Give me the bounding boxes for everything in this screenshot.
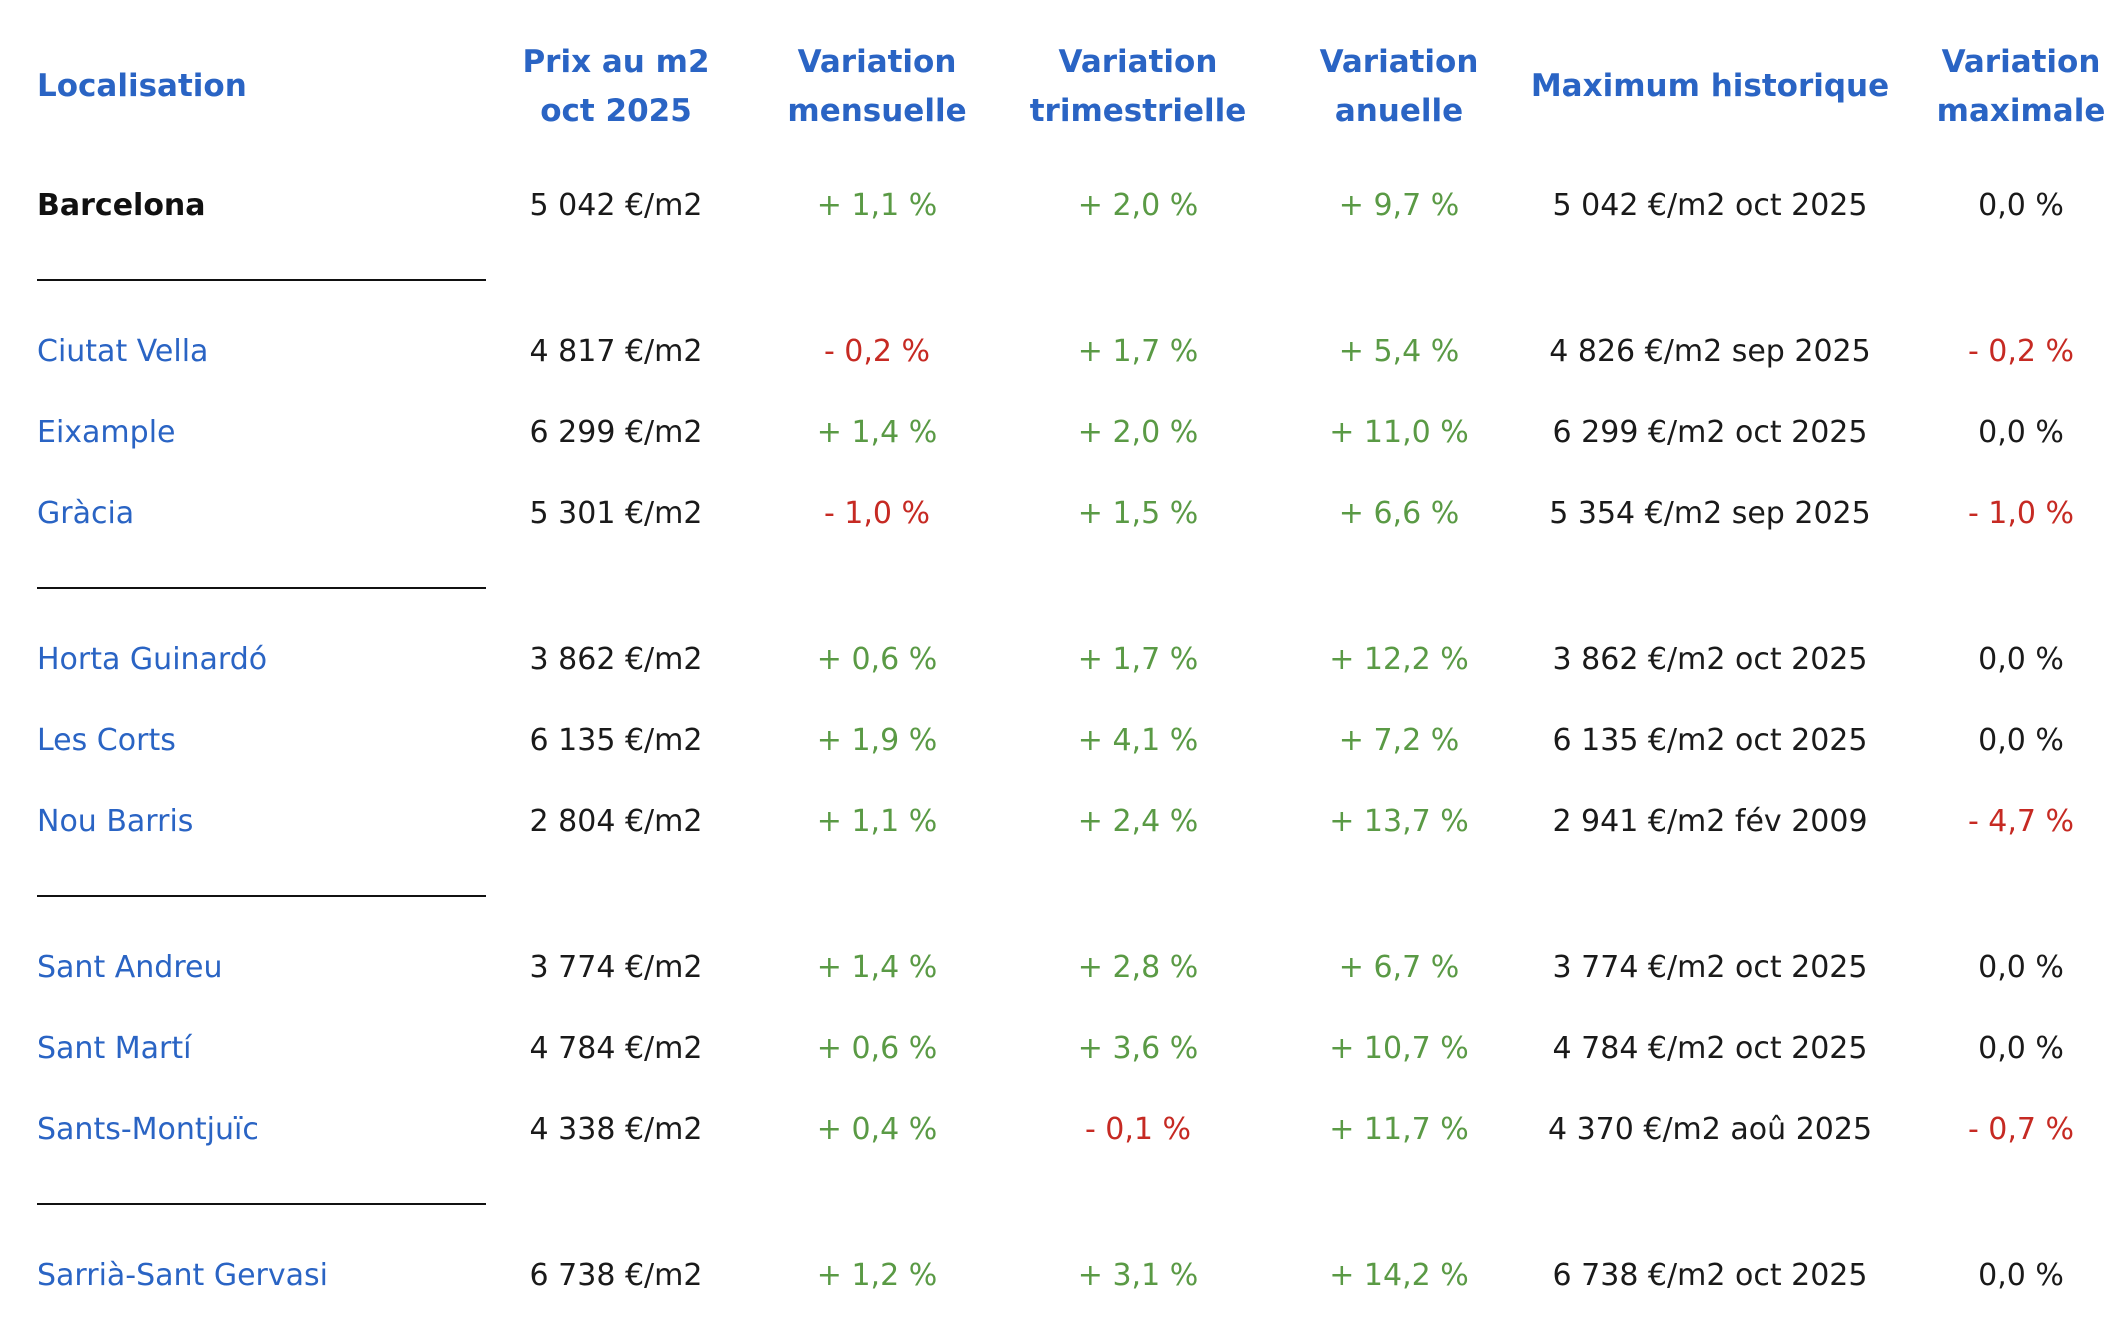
header-price: Prix au m2 oct 2025	[522, 44, 710, 129]
annual-variation-cell: + 12,2 %	[1329, 642, 1469, 677]
price-cell: 5 042 €/m2	[529, 188, 703, 223]
quarterly-variation-cell: + 1,7 %	[1077, 642, 1199, 677]
group-divider	[37, 1203, 486, 1205]
price-cell: 5 301 €/m2	[529, 496, 703, 531]
group-divider	[37, 587, 486, 589]
monthly-variation-cell: - 0,2 %	[823, 334, 931, 369]
monthly-variation-cell: + 1,4 %	[816, 950, 938, 985]
location-link[interactable]: Sant Martí	[37, 1031, 192, 1066]
max-variation-cell: 0,0 %	[1978, 950, 2064, 985]
max-historical-cell: 3 774 €/m2 oct 2025	[1552, 950, 1868, 985]
max-historical-cell: 4 370 €/m2 aoû 2025	[1547, 1112, 1873, 1147]
price-cell: 4 338 €/m2	[529, 1112, 703, 1147]
monthly-variation-cell: + 1,4 %	[816, 415, 938, 450]
price-cell: 4 817 €/m2	[529, 334, 703, 369]
max-historical-cell: 4 784 €/m2 oct 2025	[1552, 1031, 1868, 1066]
header-monthly-variation: Variation mensuelle	[787, 44, 967, 129]
location-link[interactable]: Les Corts	[37, 723, 176, 758]
quarterly-variation-cell: + 2,4 %	[1077, 804, 1199, 839]
location-link[interactable]: Horta Guinardó	[37, 642, 268, 677]
max-variation-cell: - 0,2 %	[1967, 334, 2075, 369]
monthly-variation-cell: + 1,1 %	[816, 804, 938, 839]
annual-variation-cell: + 10,7 %	[1329, 1031, 1469, 1066]
monthly-variation-cell: + 0,6 %	[816, 642, 938, 677]
max-variation-cell: - 4,7 %	[1967, 804, 2075, 839]
location-link[interactable]: Sants-Montjuïc	[37, 1112, 259, 1147]
monthly-variation-cell: + 0,6 %	[816, 1031, 938, 1066]
annual-variation-cell: + 11,7 %	[1329, 1112, 1469, 1147]
header-max-variation: Variation maximale	[1936, 44, 2106, 129]
header-max-historical: Maximum historique	[1530, 68, 1890, 104]
location-link[interactable]: Nou Barris	[37, 804, 194, 839]
annual-variation-cell: + 6,6 %	[1338, 496, 1460, 531]
group-divider	[37, 279, 486, 281]
max-variation-cell: 0,0 %	[1978, 1258, 2064, 1293]
monthly-variation-cell: + 1,1 %	[816, 188, 938, 223]
monthly-variation-cell: - 1,0 %	[823, 496, 931, 531]
quarterly-variation-cell: + 2,0 %	[1077, 415, 1199, 450]
quarterly-variation-cell: - 0,1 %	[1084, 1112, 1192, 1147]
location-link[interactable]: Gràcia	[37, 496, 135, 531]
header-location: Localisation	[37, 68, 247, 104]
max-historical-cell: 2 941 €/m2 fév 2009	[1552, 804, 1868, 839]
quarterly-variation-cell: + 2,0 %	[1077, 188, 1199, 223]
max-variation-cell: 0,0 %	[1978, 642, 2064, 677]
quarterly-variation-cell: + 1,7 %	[1077, 334, 1199, 369]
price-cell: 6 738 €/m2	[529, 1258, 703, 1293]
monthly-variation-cell: + 0,4 %	[816, 1112, 938, 1147]
price-cell: 4 784 €/m2	[529, 1031, 703, 1066]
price-cell: 3 774 €/m2	[529, 950, 703, 985]
max-variation-cell: - 0,7 %	[1967, 1112, 2075, 1147]
max-variation-cell: 0,0 %	[1978, 188, 2064, 223]
price-cell: 2 804 €/m2	[529, 804, 703, 839]
max-variation-cell: 0,0 %	[1978, 723, 2064, 758]
location-label: Barcelona	[37, 188, 206, 223]
max-historical-cell: 6 135 €/m2 oct 2025	[1552, 723, 1868, 758]
annual-variation-cell: + 5,4 %	[1338, 334, 1460, 369]
price-cell: 6 299 €/m2	[529, 415, 703, 450]
max-variation-cell: 0,0 %	[1978, 1031, 2064, 1066]
max-variation-cell: 0,0 %	[1978, 415, 2064, 450]
header-annual-variation: Variation anuelle	[1319, 44, 1479, 129]
max-historical-cell: 6 738 €/m2 oct 2025	[1552, 1258, 1868, 1293]
monthly-variation-cell: + 1,9 %	[816, 723, 938, 758]
location-link[interactable]: Sant Andreu	[37, 950, 223, 985]
max-historical-cell: 5 042 €/m2 oct 2025	[1552, 188, 1868, 223]
max-historical-cell: 5 354 €/m2 sep 2025	[1549, 496, 1871, 531]
location-link[interactable]: Eixample	[37, 415, 176, 450]
monthly-variation-cell: + 1,2 %	[816, 1258, 938, 1293]
quarterly-variation-cell: + 3,1 %	[1077, 1258, 1199, 1293]
max-historical-cell: 3 862 €/m2 oct 2025	[1552, 642, 1868, 677]
annual-variation-cell: + 6,7 %	[1338, 950, 1460, 985]
annual-variation-cell: + 11,0 %	[1329, 415, 1469, 450]
price-cell: 6 135 €/m2	[529, 723, 703, 758]
location-link[interactable]: Sarrià-Sant Gervasi	[37, 1258, 328, 1293]
annual-variation-cell: + 7,2 %	[1338, 723, 1460, 758]
annual-variation-cell: + 13,7 %	[1329, 804, 1469, 839]
quarterly-variation-cell: + 1,5 %	[1077, 496, 1199, 531]
quarterly-variation-cell: + 3,6 %	[1077, 1031, 1199, 1066]
max-historical-cell: 6 299 €/m2 oct 2025	[1552, 415, 1868, 450]
annual-variation-cell: + 9,7 %	[1338, 188, 1460, 223]
quarterly-variation-cell: + 2,8 %	[1077, 950, 1199, 985]
annual-variation-cell: + 14,2 %	[1329, 1258, 1469, 1293]
header-quarterly-variation: Variation trimestrielle	[1029, 44, 1247, 129]
quarterly-variation-cell: + 4,1 %	[1077, 723, 1199, 758]
location-link[interactable]: Ciutat Vella	[37, 334, 209, 369]
group-divider	[37, 895, 486, 897]
price-cell: 3 862 €/m2	[529, 642, 703, 677]
max-variation-cell: - 1,0 %	[1967, 496, 2075, 531]
max-historical-cell: 4 826 €/m2 sep 2025	[1549, 334, 1871, 369]
